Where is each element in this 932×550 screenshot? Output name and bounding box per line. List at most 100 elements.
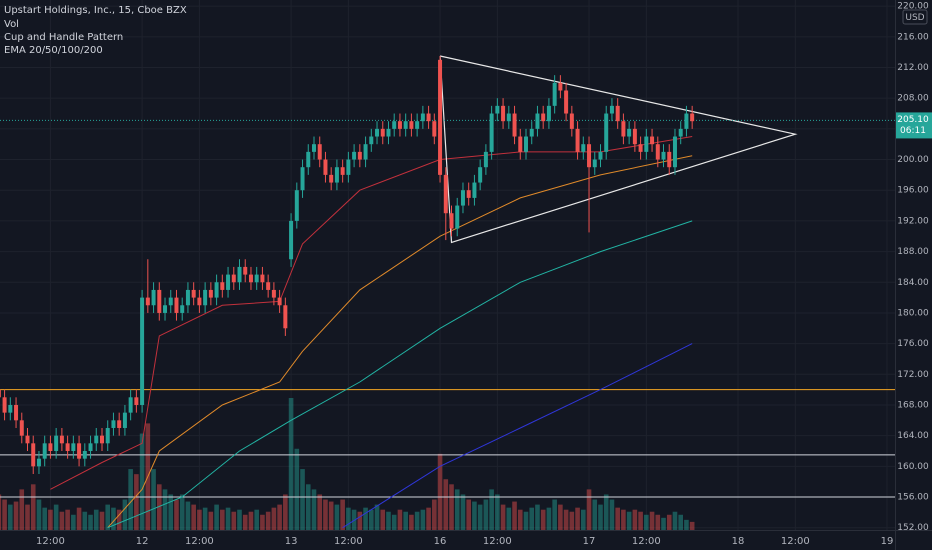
volume-bar xyxy=(386,511,391,530)
candle-body xyxy=(128,397,133,413)
volume-bar xyxy=(672,511,678,530)
candle-body xyxy=(392,121,397,129)
volume-bar xyxy=(260,514,265,530)
volume-bar xyxy=(82,511,88,530)
volume-bar xyxy=(477,504,483,530)
volume-bar xyxy=(632,509,638,530)
volume-bar xyxy=(374,504,380,530)
volume-bar xyxy=(305,484,311,530)
y-tick-label: 164.00 xyxy=(897,431,929,441)
candle-body xyxy=(203,289,208,306)
candle-body xyxy=(672,136,677,168)
candle-body xyxy=(466,190,471,198)
volume-bar xyxy=(380,509,386,530)
candle-body xyxy=(478,167,483,183)
volume-bar xyxy=(99,511,105,530)
volume-bar xyxy=(575,507,580,530)
candle-body xyxy=(197,297,202,306)
volume-bar xyxy=(368,509,374,530)
volume-bar xyxy=(25,504,30,530)
candle-body xyxy=(317,144,322,160)
candle-body xyxy=(564,90,569,114)
y-tick-label: 188.00 xyxy=(897,247,929,257)
volume-bar xyxy=(13,501,19,530)
currency-box[interactable] xyxy=(902,9,928,25)
candle-body xyxy=(552,82,557,106)
candle-body xyxy=(650,136,655,145)
volume-bar xyxy=(185,501,191,530)
volume-bar xyxy=(328,501,334,530)
candle-body xyxy=(621,121,626,137)
y-tick-label: 200.00 xyxy=(897,155,929,165)
candle-body xyxy=(294,190,299,221)
candle-body xyxy=(31,443,36,467)
volume-bar xyxy=(409,514,414,530)
candle-body xyxy=(380,128,385,137)
volume-bar xyxy=(53,504,59,530)
indicator-label: EMA 20/50/100/200 xyxy=(4,45,103,56)
countdown-label: 06:11 xyxy=(900,126,926,136)
volume-bar xyxy=(19,489,25,530)
candle-body xyxy=(248,274,253,283)
volume-bar xyxy=(59,511,65,530)
volume-bar xyxy=(168,494,174,530)
y-tick-label: 156.00 xyxy=(897,493,929,503)
candle-body xyxy=(59,435,64,444)
volume-bar xyxy=(661,517,666,530)
candle-body xyxy=(191,289,196,298)
candle-body xyxy=(609,105,614,114)
volume-bar xyxy=(197,509,202,530)
candle-body xyxy=(638,144,643,152)
volume-bar xyxy=(71,514,76,530)
volume-bar xyxy=(48,509,53,530)
volume-bar xyxy=(420,509,426,530)
currency-label[interactable]: USD xyxy=(905,13,924,23)
candle-body xyxy=(409,121,414,129)
volume-bar xyxy=(294,448,300,530)
x-tick-label: 12 xyxy=(136,536,149,547)
candle-body xyxy=(88,443,93,451)
volume-bar xyxy=(237,509,242,530)
x-tick-label: 12:00 xyxy=(632,536,661,547)
candle-body xyxy=(277,297,282,306)
volume-bar xyxy=(265,511,271,530)
volume-bar xyxy=(586,489,592,530)
volume-bar xyxy=(323,499,328,530)
volume-bar xyxy=(391,514,397,530)
candle-body xyxy=(36,458,41,467)
candle-body xyxy=(254,274,259,283)
x-tick-label: 16 xyxy=(434,536,447,547)
x-tick-label: 12:00 xyxy=(483,536,512,547)
candle-body xyxy=(346,159,351,175)
volume-bar xyxy=(546,507,552,530)
candle-body xyxy=(518,136,523,152)
volume-bar xyxy=(563,509,569,530)
volume-bar xyxy=(529,507,535,530)
volume-bar xyxy=(580,509,586,530)
y-tick-label: 176.00 xyxy=(897,339,929,349)
candle-body xyxy=(432,121,437,137)
y-tick-label: 168.00 xyxy=(897,400,929,410)
volume-bar xyxy=(540,509,546,530)
candle-body xyxy=(122,412,127,428)
ema-line xyxy=(342,343,693,529)
candle-body xyxy=(311,144,316,152)
volume-bar xyxy=(443,479,449,530)
volume-bar xyxy=(242,514,248,530)
candle-body xyxy=(506,113,511,122)
x-tick-label: 13 xyxy=(285,536,298,547)
candle-body xyxy=(604,113,609,152)
candle-body xyxy=(352,151,357,160)
volume-bar xyxy=(363,507,368,530)
candle-body xyxy=(48,443,53,451)
y-tick-label: 208.00 xyxy=(897,94,929,104)
candle-body xyxy=(684,113,689,129)
candle-body xyxy=(443,174,448,214)
candle-body xyxy=(289,220,294,260)
candle-body xyxy=(661,151,666,160)
candle-body xyxy=(105,427,110,444)
volume-bar xyxy=(603,494,609,530)
candle-body xyxy=(271,289,276,298)
y-tick-label: 220.00 xyxy=(897,2,929,12)
candle-body xyxy=(260,274,265,283)
